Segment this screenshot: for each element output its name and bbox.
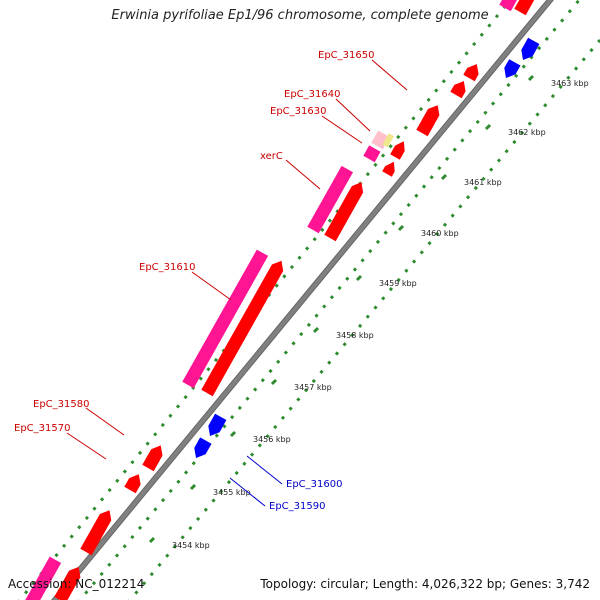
gene-label-forward: EpC_31640 <box>284 89 340 100</box>
genes-layer <box>25 0 540 600</box>
leader-line <box>321 115 363 144</box>
gene-label-forward: EpC_31570 <box>14 423 70 434</box>
rna-bar-small <box>382 133 394 148</box>
scale-tick-mark <box>527 74 535 82</box>
leader-line <box>85 407 125 436</box>
cds-bar-top <box>499 0 518 12</box>
gene-lower-b <box>54 566 81 600</box>
gene-epc31590 <box>194 437 212 458</box>
gene-small-a <box>450 81 466 99</box>
gene-labels-layer: EpC_31650 EpC_31640 EpC_31630 xerC EpC_31610… <box>14 50 408 512</box>
scale-tick-mark <box>229 430 237 438</box>
scale-tick-mark <box>484 123 492 131</box>
scale-ticks-layer: 3454 kbp 3455 kbp 3456 kbp 3457 kbp 3458 kbp… <box>148 74 589 550</box>
scale-tick-label: 3457 kbp <box>294 383 332 392</box>
gene-epc31580 <box>142 445 163 472</box>
feature-dots-layer <box>17 0 600 600</box>
scale-tick-mark <box>397 224 405 232</box>
gene-epc31640 <box>390 141 405 160</box>
leader-line <box>246 455 283 485</box>
scale-tick-label: 3455 kbp <box>213 488 251 497</box>
cds-bar-epc31630 <box>363 145 381 163</box>
gene-small-b <box>463 64 479 82</box>
gene-label-forward: EpC_31630 <box>270 106 326 117</box>
gene-epc31650 <box>416 105 440 137</box>
scale-tick-mark <box>270 378 278 386</box>
gene-epc31610 <box>201 260 284 397</box>
gene-rev-top-a <box>504 59 521 78</box>
backbone-layer <box>51 0 554 600</box>
gene-label-forward: xerC <box>260 151 283 162</box>
leader-line <box>371 59 408 91</box>
leader-line <box>191 271 232 301</box>
scale-tick-label: 3462 kbp <box>508 128 546 137</box>
gene-label-forward: EpC_31580 <box>33 399 89 410</box>
cds-bar-lower <box>25 556 62 600</box>
scale-tick-label: 3461 kbp <box>464 178 502 187</box>
gene-epc31600 <box>208 413 227 436</box>
leader-line <box>66 432 107 460</box>
gene-xerc <box>324 182 364 242</box>
gene-epc31570 <box>124 474 141 494</box>
scale-tick-label: 3458 kbp <box>336 331 374 340</box>
scale-tick-mark <box>148 536 156 544</box>
scale-tick-mark <box>189 483 197 491</box>
scale-tick-mark <box>355 274 363 282</box>
scale-tick-label: 3463 kbp <box>551 79 589 88</box>
gene-label-forward: EpC_31650 <box>318 50 374 61</box>
gene-lower-a <box>80 510 112 556</box>
leader-line <box>229 477 266 507</box>
leader-line <box>335 98 371 132</box>
scale-tick-mark <box>312 326 320 334</box>
accession-text: Accession: NC_012214 <box>8 577 145 591</box>
genome-summary-text: Topology: circular; Length: 4,026,322 bp… <box>260 577 590 591</box>
dotted-line-outer-right <box>128 39 600 600</box>
scale-tick-label: 3460 kbp <box>421 229 459 238</box>
gene-label-reverse: EpC_31600 <box>286 479 342 490</box>
cds-bar-xerc <box>307 165 353 234</box>
backbone-line <box>52 0 553 600</box>
gene-label-forward: EpC_31610 <box>139 262 195 273</box>
gene-top <box>514 0 535 16</box>
gene-rev-top-b <box>521 37 540 60</box>
genome-title: Erwinia pyrifoliae Ep1/96 chromosome, co… <box>111 8 489 23</box>
gene-epc31630 <box>382 161 395 177</box>
gene-label-reverse: EpC_31590 <box>269 501 325 512</box>
scale-tick-mark <box>440 173 448 181</box>
leader-line <box>285 159 321 190</box>
scale-tick-label: 3456 kbp <box>253 435 291 444</box>
dotted-line-outer-left <box>17 0 513 600</box>
cds-bar-epc31610 <box>182 249 269 389</box>
scale-tick-label: 3454 kbp <box>172 541 210 550</box>
scale-tick-label: 3459 kbp <box>379 279 417 288</box>
